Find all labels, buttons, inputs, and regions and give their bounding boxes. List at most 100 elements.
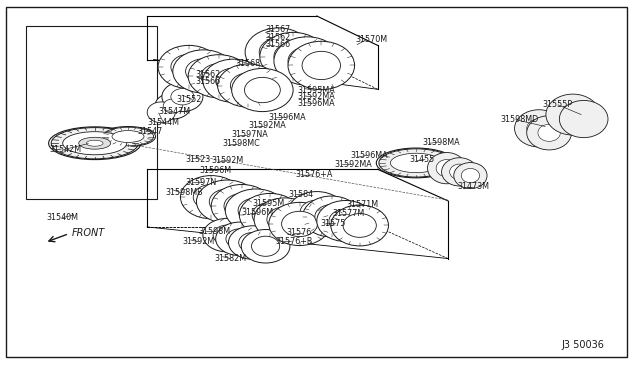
Text: 31571M: 31571M — [347, 200, 379, 209]
Ellipse shape — [252, 202, 288, 228]
Text: 31598M: 31598M — [198, 227, 230, 236]
Ellipse shape — [239, 193, 301, 237]
Ellipse shape — [225, 189, 287, 232]
Ellipse shape — [331, 205, 388, 246]
Ellipse shape — [254, 198, 316, 241]
Text: 31576+A: 31576+A — [296, 170, 333, 179]
Ellipse shape — [173, 50, 234, 93]
Ellipse shape — [162, 82, 203, 112]
Ellipse shape — [538, 124, 561, 141]
Text: 31566: 31566 — [195, 77, 220, 86]
Ellipse shape — [188, 55, 250, 98]
Ellipse shape — [213, 225, 241, 245]
Ellipse shape — [216, 222, 264, 256]
Ellipse shape — [79, 137, 111, 149]
Text: 31566: 31566 — [266, 40, 291, 49]
Ellipse shape — [238, 198, 274, 223]
Text: 31584: 31584 — [288, 190, 313, 199]
Text: 31598MD: 31598MD — [500, 115, 539, 124]
Ellipse shape — [203, 218, 252, 252]
Ellipse shape — [203, 59, 264, 102]
Ellipse shape — [252, 236, 280, 256]
Ellipse shape — [163, 99, 182, 113]
Ellipse shape — [239, 232, 267, 253]
Ellipse shape — [186, 59, 221, 84]
Ellipse shape — [196, 180, 258, 223]
Ellipse shape — [329, 209, 362, 233]
Ellipse shape — [224, 193, 260, 219]
Text: 31592MA: 31592MA — [298, 92, 335, 101]
Text: FRONT: FRONT — [72, 228, 105, 237]
Ellipse shape — [230, 73, 266, 98]
Ellipse shape — [274, 37, 340, 85]
Text: 31596MA: 31596MA — [269, 113, 307, 122]
Ellipse shape — [211, 185, 273, 228]
Text: 31455: 31455 — [410, 155, 435, 164]
Text: 31596MA: 31596MA — [298, 99, 335, 108]
Ellipse shape — [226, 229, 254, 249]
Text: 31552: 31552 — [176, 95, 202, 104]
Ellipse shape — [436, 160, 457, 177]
Ellipse shape — [282, 211, 317, 237]
Ellipse shape — [515, 110, 563, 147]
Text: 31582M: 31582M — [214, 254, 246, 263]
Ellipse shape — [259, 38, 298, 66]
Ellipse shape — [450, 164, 469, 180]
Text: 31555P: 31555P — [543, 100, 573, 109]
Ellipse shape — [442, 158, 477, 186]
Ellipse shape — [216, 68, 252, 93]
Text: 31570M: 31570M — [355, 35, 387, 44]
Text: 31577M: 31577M — [333, 209, 365, 218]
Text: 31598MB: 31598MB — [165, 188, 203, 197]
Text: 31596MA: 31596MA — [351, 151, 388, 160]
Ellipse shape — [546, 94, 600, 135]
Text: 31547: 31547 — [138, 127, 163, 136]
Text: 31473M: 31473M — [458, 182, 490, 191]
Ellipse shape — [267, 207, 303, 232]
Text: 31562: 31562 — [266, 33, 291, 42]
Ellipse shape — [171, 54, 207, 80]
Ellipse shape — [303, 196, 360, 237]
Ellipse shape — [343, 214, 376, 237]
Ellipse shape — [274, 42, 312, 71]
Ellipse shape — [209, 189, 245, 214]
Text: 31596M: 31596M — [242, 208, 274, 217]
Ellipse shape — [315, 205, 348, 228]
Ellipse shape — [193, 185, 229, 210]
Ellipse shape — [171, 89, 194, 105]
Ellipse shape — [390, 153, 442, 173]
Text: 31542M: 31542M — [50, 145, 82, 154]
Ellipse shape — [228, 226, 277, 259]
Text: 31576: 31576 — [287, 228, 312, 237]
Text: 31523: 31523 — [186, 155, 211, 164]
Ellipse shape — [245, 28, 312, 76]
Ellipse shape — [102, 127, 154, 146]
Bar — [26, 26, 157, 199]
Ellipse shape — [155, 93, 191, 119]
Ellipse shape — [260, 32, 326, 81]
Text: 31567: 31567 — [266, 25, 291, 34]
Ellipse shape — [317, 201, 374, 241]
Text: 31576+B: 31576+B — [275, 237, 312, 246]
Text: 31592M: 31592M — [182, 237, 214, 246]
Ellipse shape — [428, 153, 466, 184]
Ellipse shape — [112, 131, 144, 142]
Ellipse shape — [454, 163, 487, 189]
Ellipse shape — [288, 192, 346, 232]
Ellipse shape — [527, 119, 551, 138]
Ellipse shape — [63, 132, 127, 155]
Text: 31596M: 31596M — [200, 166, 232, 174]
Ellipse shape — [180, 176, 242, 219]
Text: 31540M: 31540M — [46, 213, 78, 222]
Ellipse shape — [269, 202, 330, 246]
Text: J3 50036: J3 50036 — [562, 340, 605, 350]
Text: 31592MA: 31592MA — [248, 121, 286, 130]
Ellipse shape — [158, 45, 220, 89]
Ellipse shape — [559, 100, 608, 138]
Ellipse shape — [527, 116, 572, 150]
Ellipse shape — [51, 128, 138, 159]
Ellipse shape — [461, 169, 479, 183]
Text: 31595MA: 31595MA — [298, 86, 335, 94]
Ellipse shape — [300, 200, 333, 224]
Ellipse shape — [147, 102, 175, 123]
